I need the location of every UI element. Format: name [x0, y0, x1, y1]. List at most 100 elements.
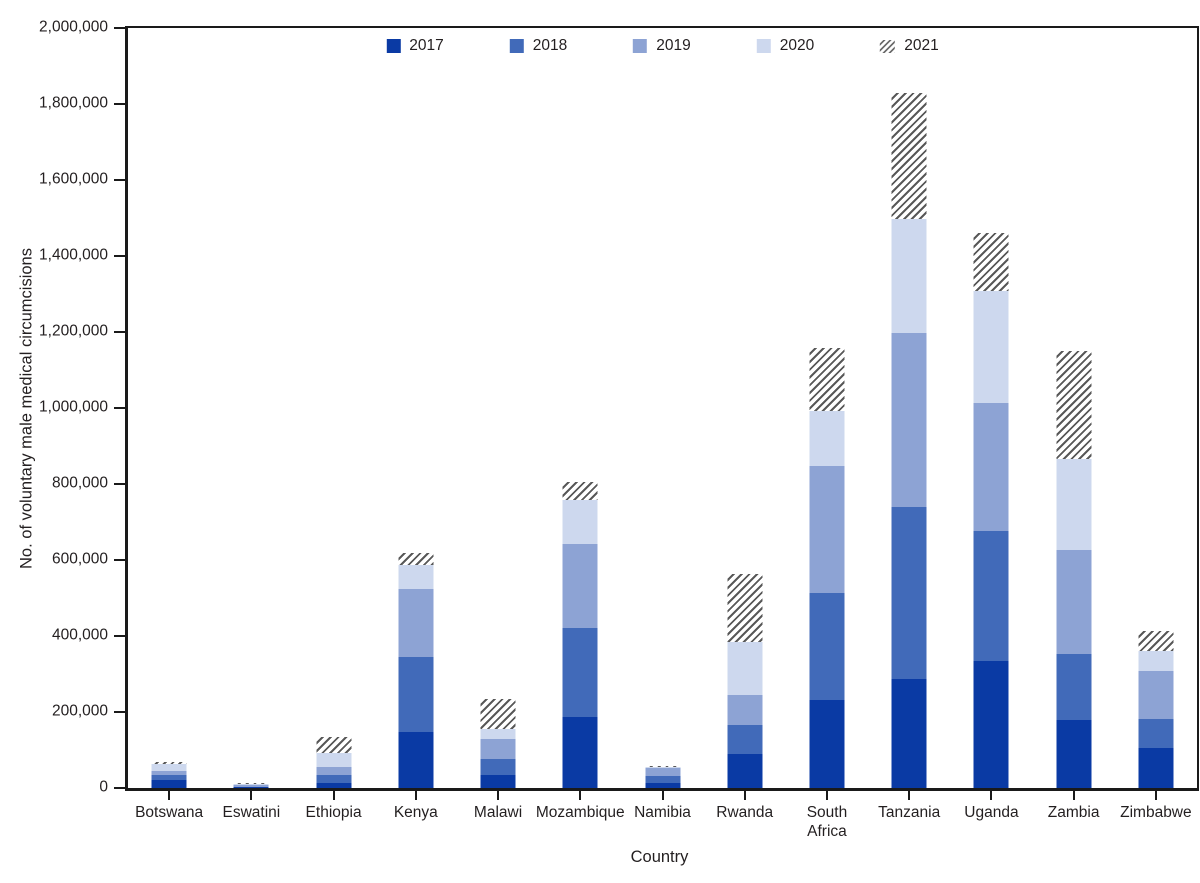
x-axis-tick — [1154, 791, 1157, 800]
y-axis-tick — [114, 27, 125, 29]
bar-rwanda — [727, 28, 763, 788]
bar-tanzania — [891, 28, 927, 788]
segment-2017 — [973, 661, 1009, 788]
segment-2020 — [1138, 651, 1174, 671]
y-axis-tick-label: 1,000,000 — [39, 398, 108, 416]
bar-zimbabwe — [1138, 28, 1174, 788]
x-axis-category-label: Rwanda — [716, 804, 774, 821]
y-axis-tick — [114, 179, 125, 181]
x-axis-tick — [661, 791, 664, 800]
legend-swatch-icon — [386, 39, 401, 53]
segment-2018 — [727, 724, 763, 754]
y-axis-tick-label: 1,400,000 — [39, 246, 108, 264]
x-axis-tick — [168, 791, 171, 800]
segment-2021 — [645, 766, 680, 768]
segment-2017 — [1138, 748, 1174, 788]
segment-2021 — [809, 348, 845, 412]
segment-2021 — [233, 783, 269, 785]
y-axis-tick-label: 600,000 — [51, 550, 108, 568]
segment-2018 — [316, 775, 352, 784]
legend-label: 2021 — [904, 37, 939, 54]
segment-2019 — [398, 589, 434, 658]
segment-2021 — [480, 698, 516, 729]
x-axis-title: Country — [630, 848, 689, 866]
x-axis-category-label: Malawi — [473, 804, 523, 821]
y-axis-tick — [114, 711, 125, 713]
legend: 2017 2018 2019 2020 2021 — [386, 37, 939, 55]
segment-2018 — [809, 593, 845, 700]
legend-item-2017: 2017 — [386, 37, 444, 55]
x-axis-tick — [250, 791, 253, 800]
segment-2018 — [645, 776, 680, 784]
legend-swatch-icon — [633, 39, 648, 53]
segment-2018 — [1138, 719, 1174, 749]
segment-2019 — [891, 332, 927, 507]
y-axis-title: No. of voluntary male medical circumcisi… — [17, 248, 36, 569]
bar-mozambique — [562, 28, 598, 788]
x-axis-category-label: Mozambique — [535, 804, 625, 821]
bar-eswatini — [233, 28, 269, 788]
x-axis-tick — [990, 791, 993, 800]
segment-2017 — [645, 783, 680, 788]
segment-2017 — [809, 699, 845, 788]
y-axis-tick — [114, 483, 125, 485]
segment-2017 — [562, 716, 598, 788]
segment-2020 — [233, 784, 269, 786]
segment-2020 — [973, 290, 1009, 404]
segment-2017 — [233, 787, 269, 788]
x-axis-tick — [497, 791, 500, 800]
y-axis-tick-label: 400,000 — [51, 626, 108, 644]
legend-item-2020: 2020 — [756, 37, 815, 55]
segment-2018 — [891, 506, 927, 679]
legend-item-2021: 2021 — [880, 37, 939, 55]
segment-2019 — [316, 767, 352, 776]
segment-2018 — [973, 530, 1009, 662]
segment-2021 — [151, 761, 187, 765]
x-axis-tick — [414, 791, 417, 800]
bar-zambia — [1056, 28, 1092, 788]
segment-2021 — [398, 552, 434, 566]
x-axis-category-label: Eswatini — [222, 804, 281, 821]
segment-2021 — [316, 736, 352, 754]
legend-swatch-icon — [509, 39, 524, 53]
x-axis-category-label: South Africa — [806, 804, 848, 841]
segment-2019 — [562, 543, 598, 629]
x-axis-tick — [825, 791, 828, 800]
segment-2020 — [398, 565, 434, 590]
segment-2021 — [562, 482, 598, 501]
segment-2020 — [1056, 458, 1092, 551]
segment-2020 — [809, 411, 845, 467]
segment-2020 — [891, 218, 927, 333]
segment-2017 — [727, 753, 763, 788]
y-axis-tick — [114, 635, 125, 637]
legend-label: 2017 — [409, 37, 444, 54]
x-axis-category-label: Zimbabwe — [1120, 804, 1192, 821]
x-axis-category-label: Ethiopia — [305, 804, 362, 821]
bar-ethiopia — [316, 28, 352, 788]
y-axis-tick — [114, 255, 125, 257]
segment-2017 — [480, 775, 516, 788]
bar-botswana — [151, 28, 187, 788]
y-axis-tick-label: 1,800,000 — [39, 94, 108, 112]
segment-2017 — [316, 783, 352, 788]
legend-swatch-hatch-icon — [880, 39, 896, 53]
legend-label: 2020 — [779, 37, 815, 54]
y-axis-tick — [114, 331, 125, 333]
segment-2020 — [316, 753, 352, 768]
segment-2019 — [233, 785, 269, 787]
segment-2017 — [891, 678, 927, 788]
y-axis-tick-label: 1,600,000 — [39, 170, 108, 188]
segment-2018 — [398, 657, 434, 732]
segment-2019 — [809, 466, 845, 594]
x-axis-tick — [332, 791, 335, 800]
segment-2018 — [562, 628, 598, 717]
x-axis-category-label: Botswana — [135, 804, 204, 821]
x-axis-tick — [743, 791, 746, 800]
x-axis-category-label: Kenya — [393, 804, 438, 821]
x-axis-tick — [579, 791, 582, 800]
segment-2019 — [973, 403, 1009, 531]
segment-2021 — [1138, 631, 1174, 652]
y-axis-tick-label: 1,200,000 — [39, 322, 108, 340]
legend-item-2019: 2019 — [633, 37, 691, 55]
